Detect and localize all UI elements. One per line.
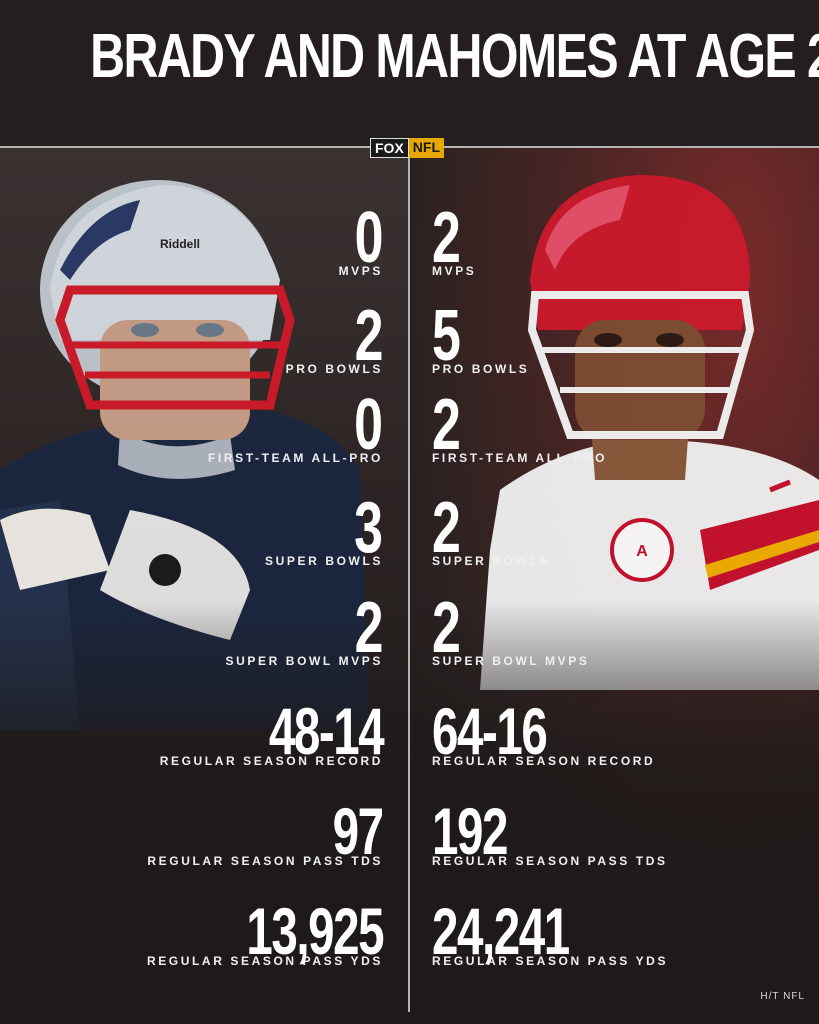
mahomes-stat-super-bowls: 2 SUPER BOWLS [432, 492, 550, 568]
brady-stat-mvps: 0 MVPS [339, 202, 383, 278]
stat-label: REGULAR SEASON PASS TDS [147, 854, 383, 868]
credit-text: H/T NFL [760, 991, 805, 1002]
stat-value: 97 [333, 794, 384, 868]
stat-label: REGULAR SEASON RECORD [159, 754, 383, 768]
center-divider [408, 148, 410, 1012]
stat-label: REGULAR SEASON PASS TDS [432, 854, 668, 868]
stat-value: 2 [354, 296, 383, 376]
brady-stat-pass-tds: 97 REGULAR SEASON PASS TDS [147, 794, 384, 868]
mahomes-stat-record: 64-16 REGULAR SEASON RECORD [432, 698, 655, 768]
fox-logo-text: FOX [370, 138, 409, 158]
fox-nfl-logo: FOX NFL [370, 138, 444, 158]
mahomes-stat-super-bowl-mvps: 2 SUPER BOWL MVPS [432, 592, 589, 668]
stat-label: SUPER BOWLS [265, 554, 383, 568]
page-title: BRADY AND MAHOMES AT AGE 27 [90, 22, 819, 91]
mahomes-stat-pass-yds: 24,241 REGULAR SEASON PASS YDS [432, 898, 668, 968]
stat-value: 2 [354, 588, 383, 668]
svg-text:A: A [636, 543, 648, 560]
stat-label: REGULAR SEASON PASS YDS [432, 954, 669, 968]
stat-value: 0 [354, 198, 383, 278]
helmet-brand-text: Riddell [160, 237, 200, 251]
stat-value: 64-16 [432, 694, 548, 768]
stat-label: REGULAR SEASON RECORD [432, 754, 656, 768]
stat-value: 24,241 [432, 894, 570, 968]
stat-label: SUPER BOWL MVPS [225, 654, 383, 668]
stat-label: SUPER BOWLS [432, 554, 550, 568]
stat-value: 2 [432, 588, 461, 668]
stat-label: FIRST-TEAM ALL-PRO [207, 451, 383, 465]
stat-value: 3 [354, 488, 383, 568]
stat-value: 0 [354, 385, 383, 465]
mahomes-stat-pass-tds: 192 REGULAR SEASON PASS TDS [432, 798, 668, 868]
stat-value: 48-14 [268, 694, 385, 768]
brady-stat-super-bowls: 3 SUPER BOWLS [265, 492, 383, 568]
mahomes-stat-pro-bowls: 5 PRO BOWLS [432, 300, 529, 376]
mahomes-stat-mvps: 2 MVPS [432, 202, 476, 278]
stat-label: PRO BOWLS [432, 362, 530, 376]
nfl-logo-text: NFL [408, 138, 444, 158]
brady-stat-all-pro: 0 FIRST-TEAM ALL-PRO [208, 389, 383, 465]
stat-label: FIRST-TEAM ALL-PRO [432, 451, 608, 465]
stat-value: 5 [432, 296, 461, 376]
stat-value: 2 [432, 198, 461, 278]
stat-value: 13,925 [246, 894, 384, 968]
stat-label: PRO BOWLS [285, 362, 383, 376]
stat-label: MVPS [432, 264, 477, 278]
mahomes-stat-all-pro: 2 FIRST-TEAM ALL-PRO [432, 389, 607, 465]
stat-label: MVPS [338, 264, 383, 278]
brady-stat-record: 48-14 REGULAR SEASON RECORD [159, 694, 385, 768]
stat-value: 192 [432, 794, 508, 868]
stat-value: 2 [432, 488, 461, 568]
stat-label: SUPER BOWL MVPS [432, 654, 590, 668]
header [0, 0, 819, 146]
brady-stat-pro-bowls: 2 PRO BOWLS [286, 300, 383, 376]
brady-stat-super-bowl-mvps: 2 SUPER BOWL MVPS [226, 592, 383, 668]
stat-label: REGULAR SEASON PASS YDS [146, 954, 383, 968]
stat-value: 2 [432, 385, 461, 465]
brady-stat-pass-yds: 13,925 REGULAR SEASON PASS YDS [146, 894, 385, 968]
